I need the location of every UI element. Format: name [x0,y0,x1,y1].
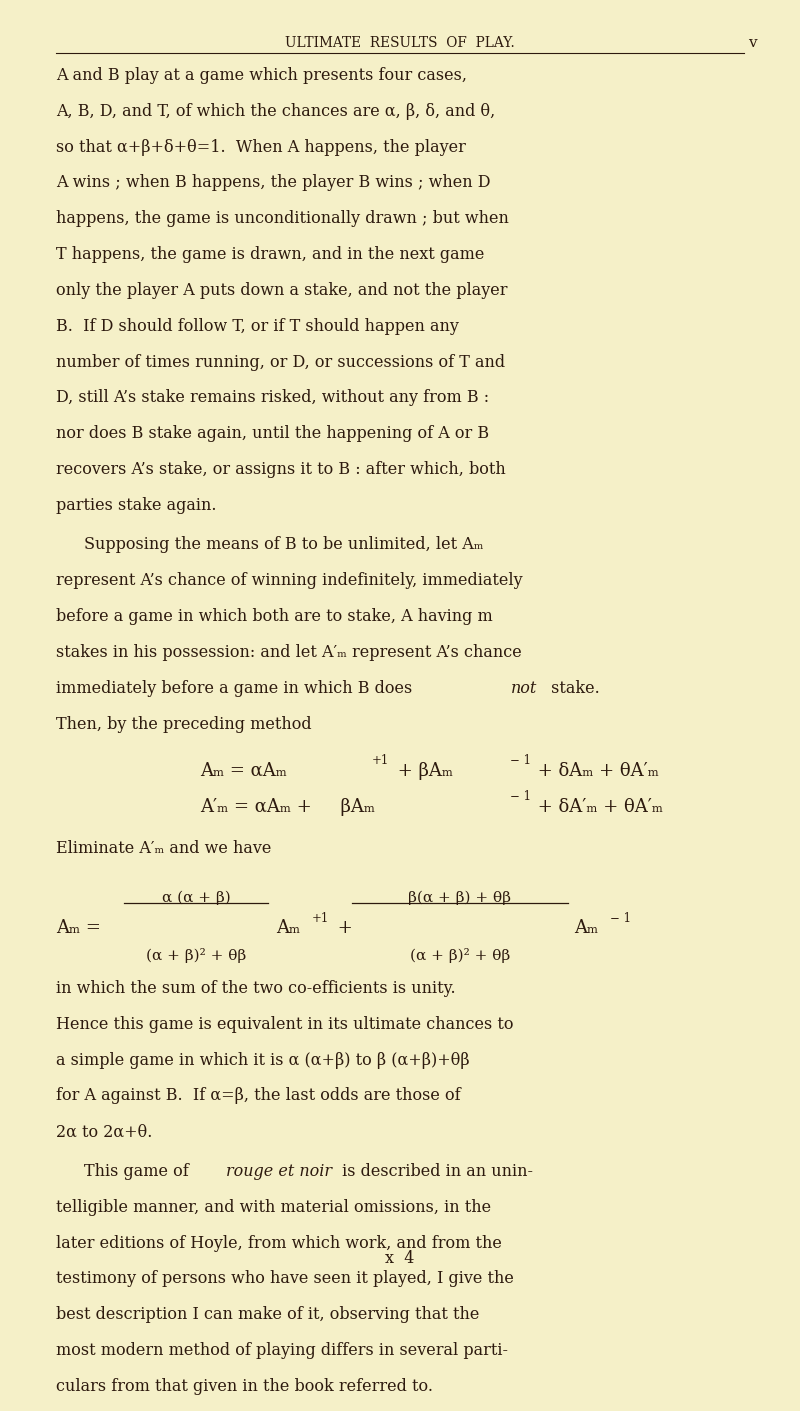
Text: recovers A’s stake, or assigns it to B : after which, both: recovers A’s stake, or assigns it to B :… [56,461,506,478]
Text: This game of: This game of [84,1163,194,1180]
Text: Aₘ =: Aₘ = [56,920,101,937]
Text: rouge et noir: rouge et noir [226,1163,333,1180]
Text: +: + [332,920,353,937]
Text: Eliminate A′ₘ and we have: Eliminate A′ₘ and we have [56,840,271,856]
Text: − 1: − 1 [510,790,531,803]
Text: Supposing the means of B to be unlimited, let Aₘ: Supposing the means of B to be unlimited… [84,536,483,553]
Text: α (α + β): α (α + β) [162,892,230,906]
Text: − 1: − 1 [510,753,531,768]
Text: happens, the game is unconditionally drawn ; but when: happens, the game is unconditionally dra… [56,210,509,227]
Text: nor does B stake again, until the happening of A or B: nor does B stake again, until the happen… [56,425,489,442]
Text: 2α to 2α+θ.: 2α to 2α+θ. [56,1123,152,1140]
Text: so that α+β+δ+θ=1.  When A happens, the player: so that α+β+δ+θ=1. When A happens, the p… [56,138,466,155]
Text: ULTIMATE  RESULTS  OF  PLAY.: ULTIMATE RESULTS OF PLAY. [285,37,515,49]
Text: T happens, the game is drawn, and in the next game: T happens, the game is drawn, and in the… [56,246,484,262]
Text: stakes in his possession: and let A′ₘ represent A’s chance: stakes in his possession: and let A′ₘ re… [56,643,522,660]
Text: A and B play at a game which presents four cases,: A and B play at a game which presents fo… [56,66,467,85]
Text: +1: +1 [372,753,390,768]
Text: only the player A puts down a stake, and not the player: only the player A puts down a stake, and… [56,282,507,299]
Text: number of times running, or D, or successions of T and: number of times running, or D, or succes… [56,354,505,371]
Text: (α + β)² + θβ: (α + β)² + θβ [146,948,246,962]
Text: Aₘ = αAₘ: Aₘ = αAₘ [200,762,287,780]
Text: is described in an unin-: is described in an unin- [337,1163,533,1180]
Text: D, still A’s stake remains risked, without any from B :: D, still A’s stake remains risked, witho… [56,389,489,406]
Text: + βAₘ: + βAₘ [392,762,453,780]
Text: represent A’s chance of winning indefinitely, immediately: represent A’s chance of winning indefini… [56,573,522,590]
Text: A′ₘ = αAₘ +     βAₘ: A′ₘ = αAₘ + βAₘ [200,797,375,816]
Text: most modern method of playing differs in several parti-: most modern method of playing differs in… [56,1342,508,1359]
Text: x  4: x 4 [386,1250,414,1267]
Text: testimony of persons who have seen it played, I give the: testimony of persons who have seen it pl… [56,1270,514,1287]
Text: + δAₘ + θA′ₘ: + δAₘ + θA′ₘ [532,762,659,780]
Text: not: not [510,680,537,697]
Text: +1: +1 [312,912,330,924]
Text: Aₘ: Aₘ [574,920,598,937]
Text: β(α + β) + θβ: β(α + β) + θβ [409,892,511,906]
Text: for A against B.  If α=β, the last odds are those of: for A against B. If α=β, the last odds a… [56,1088,461,1105]
Text: immediately before a game in which B does: immediately before a game in which B doe… [56,680,418,697]
Text: A wins ; when B happens, the player B wins ; when D: A wins ; when B happens, the player B wi… [56,175,490,192]
Text: in which the sum of the two co-efficients is unity.: in which the sum of the two co-efficient… [56,981,456,998]
Text: v: v [748,37,757,49]
Text: a simple game in which it is α (α+β) to β (α+β)+θβ: a simple game in which it is α (α+β) to … [56,1051,470,1068]
Text: + δA′ₘ + θA′ₘ: + δA′ₘ + θA′ₘ [532,797,663,816]
Text: best description I can make of it, observing that the: best description I can make of it, obser… [56,1307,479,1324]
Text: parties stake again.: parties stake again. [56,497,217,514]
Text: later editions of Hoyle, from which work, and from the: later editions of Hoyle, from which work… [56,1235,502,1252]
Text: stake.: stake. [546,680,599,697]
Text: B.  If D should follow T, or if T should happen any: B. If D should follow T, or if T should … [56,317,459,334]
Text: (α + β)² + θβ: (α + β)² + θβ [410,948,510,962]
Text: telligible manner, and with material omissions, in the: telligible manner, and with material omi… [56,1199,491,1216]
Text: − 1: − 1 [610,912,630,924]
Text: Then, by the preceding method: Then, by the preceding method [56,715,312,732]
Text: A, B, D, and T, of which the chances are α, β, δ, and θ,: A, B, D, and T, of which the chances are… [56,103,495,120]
Text: Hence this game is equivalent in its ultimate chances to: Hence this game is equivalent in its ult… [56,1016,514,1033]
Text: culars from that given in the book referred to.: culars from that given in the book refer… [56,1377,433,1395]
Text: before a game in which both are to stake, A having m: before a game in which both are to stake… [56,608,493,625]
Text: Aₘ: Aₘ [276,920,300,937]
